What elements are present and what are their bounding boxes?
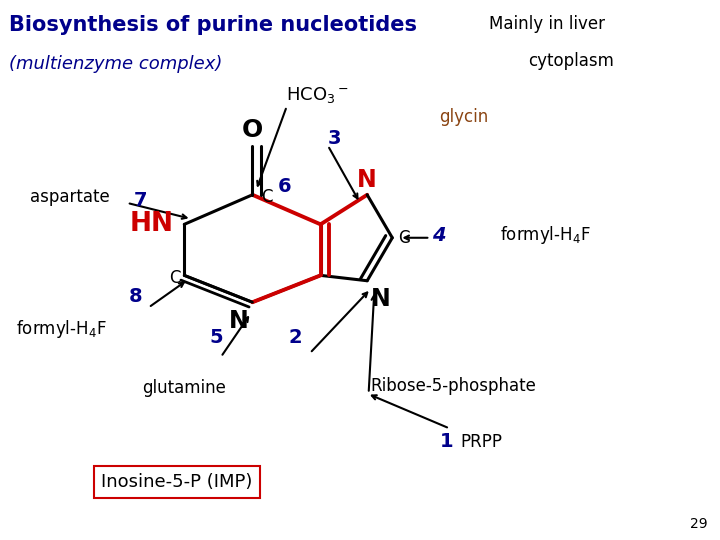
Text: HN: HN bbox=[130, 211, 174, 238]
Text: cytoplasm: cytoplasm bbox=[528, 52, 614, 70]
Text: 7: 7 bbox=[134, 191, 148, 210]
Text: C: C bbox=[398, 229, 410, 247]
Text: glutamine: glutamine bbox=[143, 379, 226, 397]
Text: HCO$_3$$^-$: HCO$_3$$^-$ bbox=[286, 85, 348, 105]
Text: 5: 5 bbox=[210, 328, 223, 347]
Text: Mainly in liver: Mainly in liver bbox=[489, 15, 605, 33]
Text: Inosine-5-P (IMP): Inosine-5-P (IMP) bbox=[102, 473, 253, 491]
Text: 8: 8 bbox=[129, 287, 143, 306]
Text: formyl-H$_4$F: formyl-H$_4$F bbox=[500, 224, 590, 246]
Text: Biosynthesis of purine nucleotides: Biosynthesis of purine nucleotides bbox=[9, 15, 417, 35]
Text: C: C bbox=[169, 269, 181, 287]
Text: PRPP: PRPP bbox=[460, 433, 503, 451]
Text: C: C bbox=[261, 188, 273, 206]
Text: N: N bbox=[371, 287, 390, 311]
Text: formyl-H$_4$F: formyl-H$_4$F bbox=[16, 318, 107, 340]
Text: 6: 6 bbox=[277, 177, 291, 196]
Text: N: N bbox=[357, 168, 377, 192]
Text: N: N bbox=[229, 309, 249, 333]
Text: 29: 29 bbox=[690, 517, 708, 531]
Text: 2: 2 bbox=[288, 328, 302, 347]
Text: aspartate: aspartate bbox=[30, 188, 110, 206]
Text: glycin: glycin bbox=[439, 108, 488, 126]
Text: 1: 1 bbox=[440, 433, 453, 451]
Text: 4: 4 bbox=[432, 226, 446, 245]
Text: O: O bbox=[242, 118, 263, 142]
Text: (multienzyme complex): (multienzyme complex) bbox=[9, 55, 222, 73]
Text: Ribose-5-phosphate: Ribose-5-phosphate bbox=[371, 376, 536, 395]
Text: 3: 3 bbox=[328, 129, 341, 148]
